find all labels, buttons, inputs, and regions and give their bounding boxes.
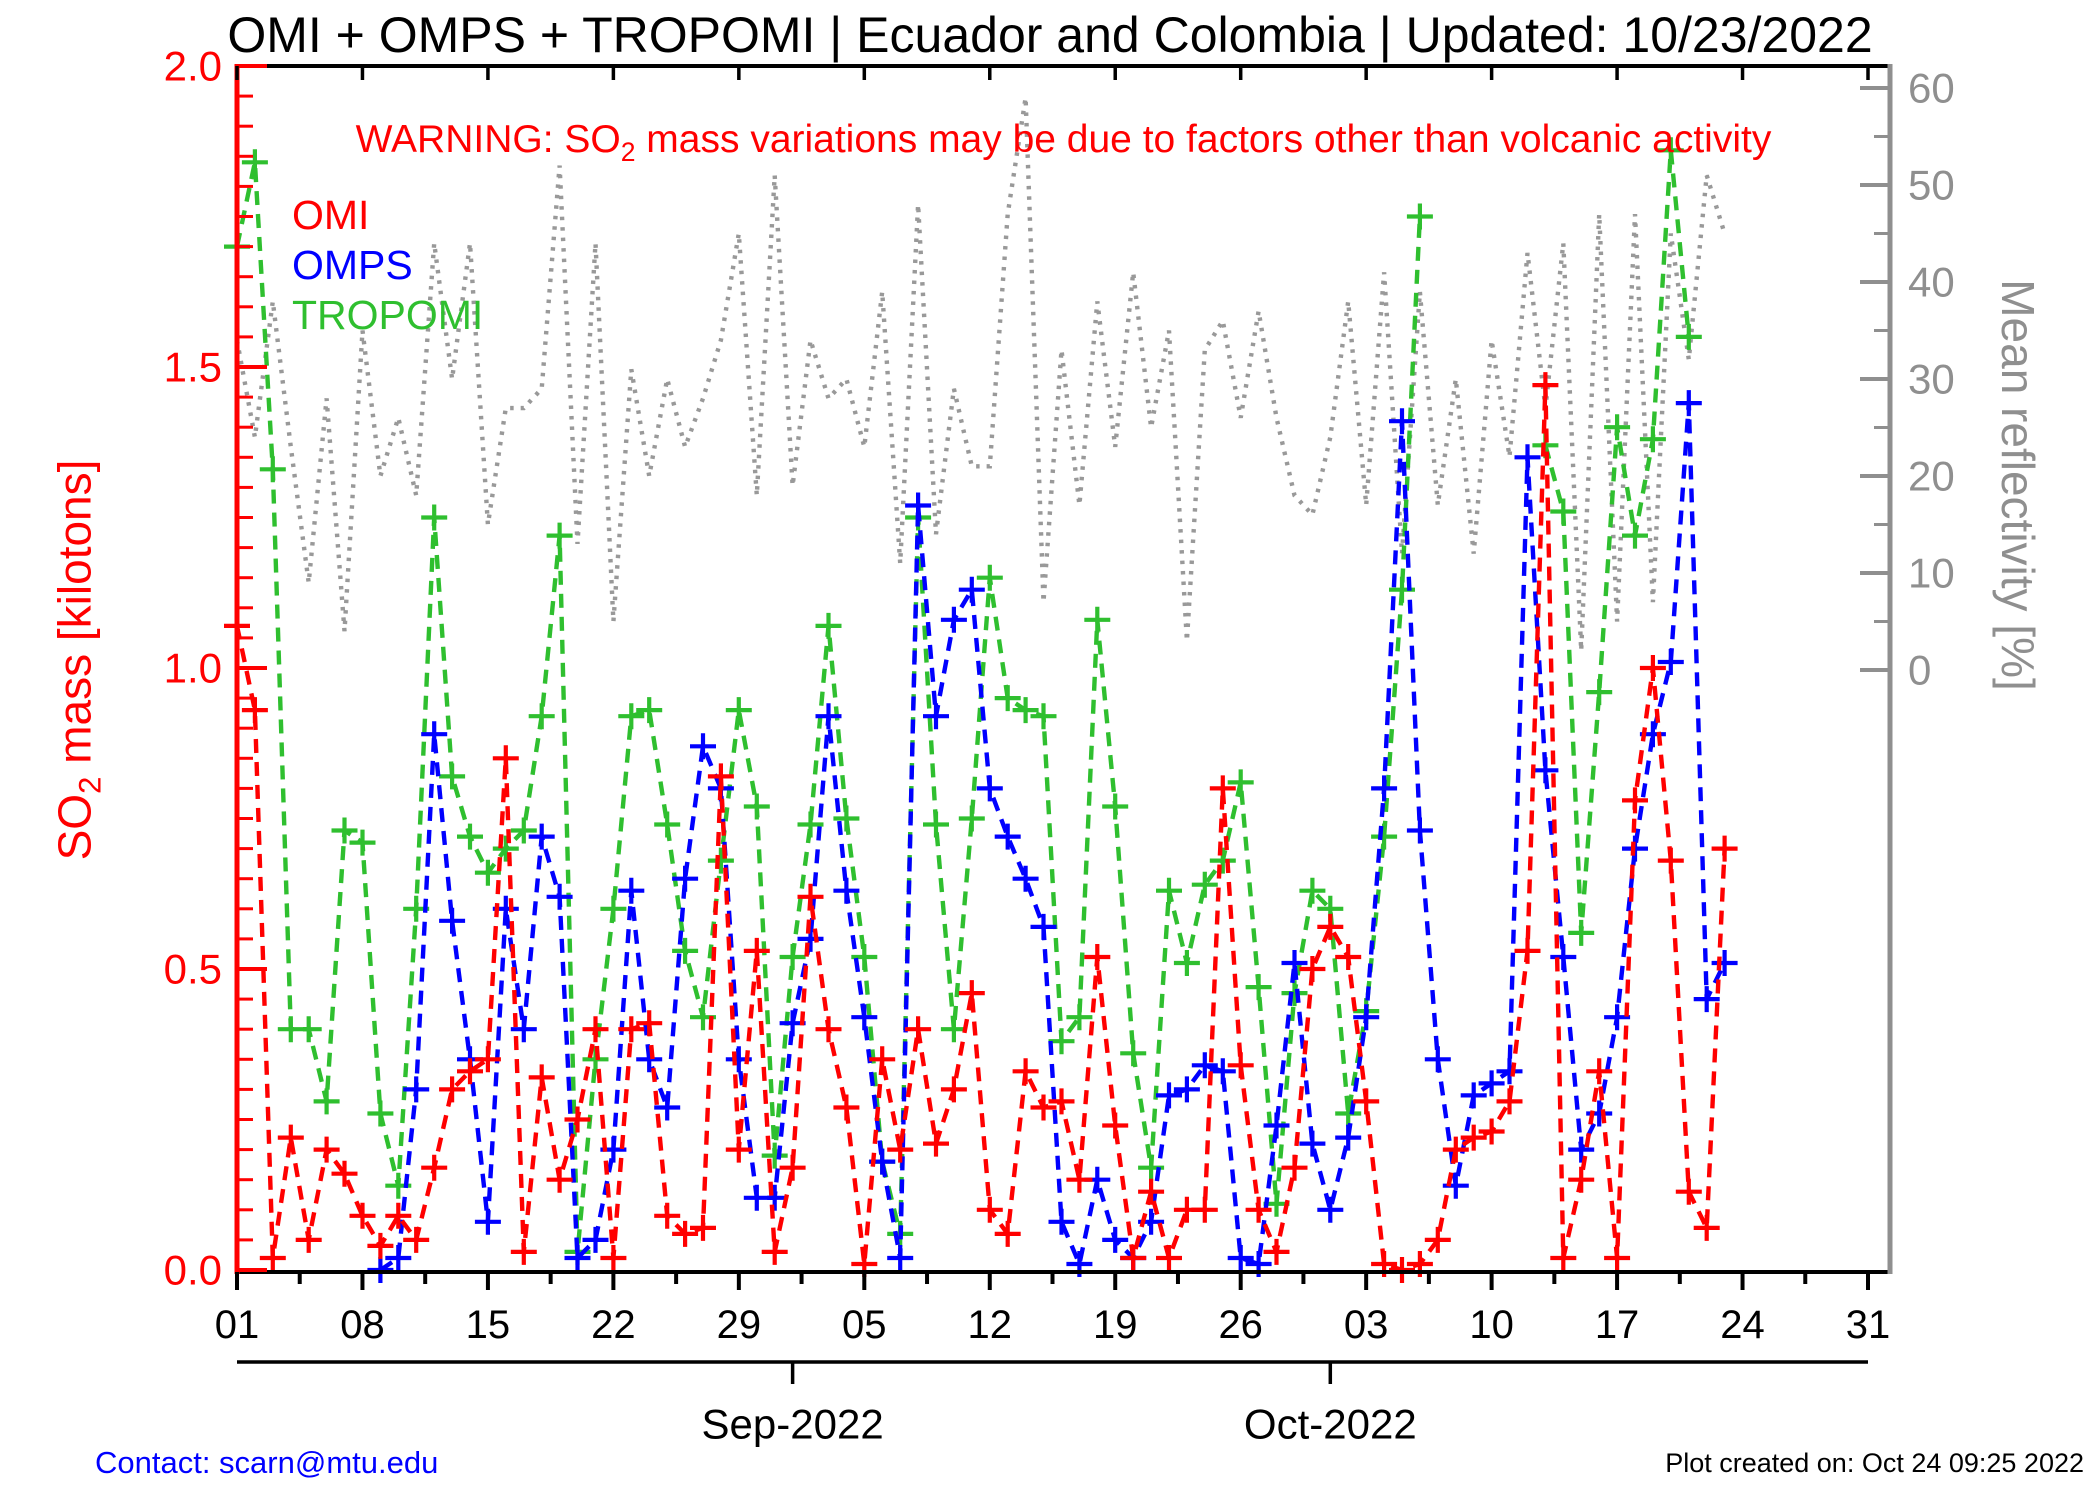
- x-tick-label: 12: [968, 1303, 1013, 1347]
- x-tick-label: 03: [1344, 1303, 1389, 1347]
- x-tick-label: 08: [340, 1303, 385, 1347]
- y-right-tick-label: 0: [1908, 647, 1931, 694]
- legend-item-omi: OMI: [292, 192, 370, 238]
- x-tick-label: 26: [1218, 1303, 1263, 1347]
- legend-item-tropomi: TROPOMI: [292, 292, 484, 338]
- contact-link[interactable]: Contact: scarn@mtu.edu: [95, 1445, 439, 1480]
- y-right-tick-label: 50: [1908, 162, 1955, 209]
- legend-item-omps: OMPS: [292, 242, 413, 288]
- x-tick-label: 05: [842, 1303, 887, 1347]
- x-tick-label: 31: [1846, 1303, 1891, 1347]
- x-tick-label: 22: [591, 1303, 636, 1347]
- x-tick-label: 10: [1469, 1303, 1514, 1347]
- omi-markers: [224, 372, 1738, 1283]
- x-tick-label: 19: [1093, 1303, 1138, 1347]
- legend: OMI OMPS TROPOMI: [292, 190, 483, 340]
- month-label-sep: Sep-2022: [702, 1400, 884, 1447]
- y-axis-label-left: SO2 mass [kilotons]: [47, 460, 108, 861]
- y-left-pre: SO: [48, 793, 101, 861]
- warning-pre: WARNING: SO: [355, 118, 621, 161]
- y-right-tick-label: 30: [1908, 356, 1955, 403]
- y-left-tick-label: 0.0: [164, 1247, 222, 1294]
- warning-post: mass variations may be due to factors ot…: [635, 118, 1772, 161]
- y-left-tick-label: 1.0: [164, 645, 222, 692]
- y-right-tick-label: 20: [1908, 453, 1955, 500]
- plot-created-timestamp: Plot created on: Oct 24 09:25 2022: [1665, 1448, 2084, 1478]
- x-tick-label: 24: [1720, 1303, 1765, 1347]
- omps-line: [379, 402, 1727, 1272]
- y-left-sub: 2: [72, 776, 108, 794]
- warning-text: WARNING: SO2 mass variations may be due …: [237, 118, 1890, 168]
- x-tick-label: 15: [466, 1303, 511, 1347]
- omi-line: [234, 385, 1727, 1273]
- page-title: OMI + OMPS + TROPOMI | Ecuador and Colom…: [227, 7, 1873, 63]
- y-right-tick-label: 10: [1908, 550, 1955, 597]
- y-axis-label-right: Mean reflectivity [%]: [1992, 279, 2044, 691]
- month-label-oct: Oct-2022: [1244, 1400, 1417, 1447]
- y-left-tick-label: 1.5: [164, 344, 222, 391]
- reflectivity-line: [234, 97, 1727, 651]
- x-tick-label: 01: [215, 1303, 260, 1347]
- y-right-tick-label: 40: [1908, 259, 1955, 306]
- warning-sub: 2: [620, 136, 636, 167]
- x-tick-label: 17: [1595, 1303, 1640, 1347]
- y-left-post: mass [kilotons]: [48, 459, 101, 777]
- y-left-tick-label: 2.0: [164, 43, 222, 90]
- y-left-tick-label: 0.5: [164, 946, 222, 993]
- y-right-tick-label: 60: [1908, 65, 1955, 112]
- x-tick-label: 29: [717, 1303, 762, 1347]
